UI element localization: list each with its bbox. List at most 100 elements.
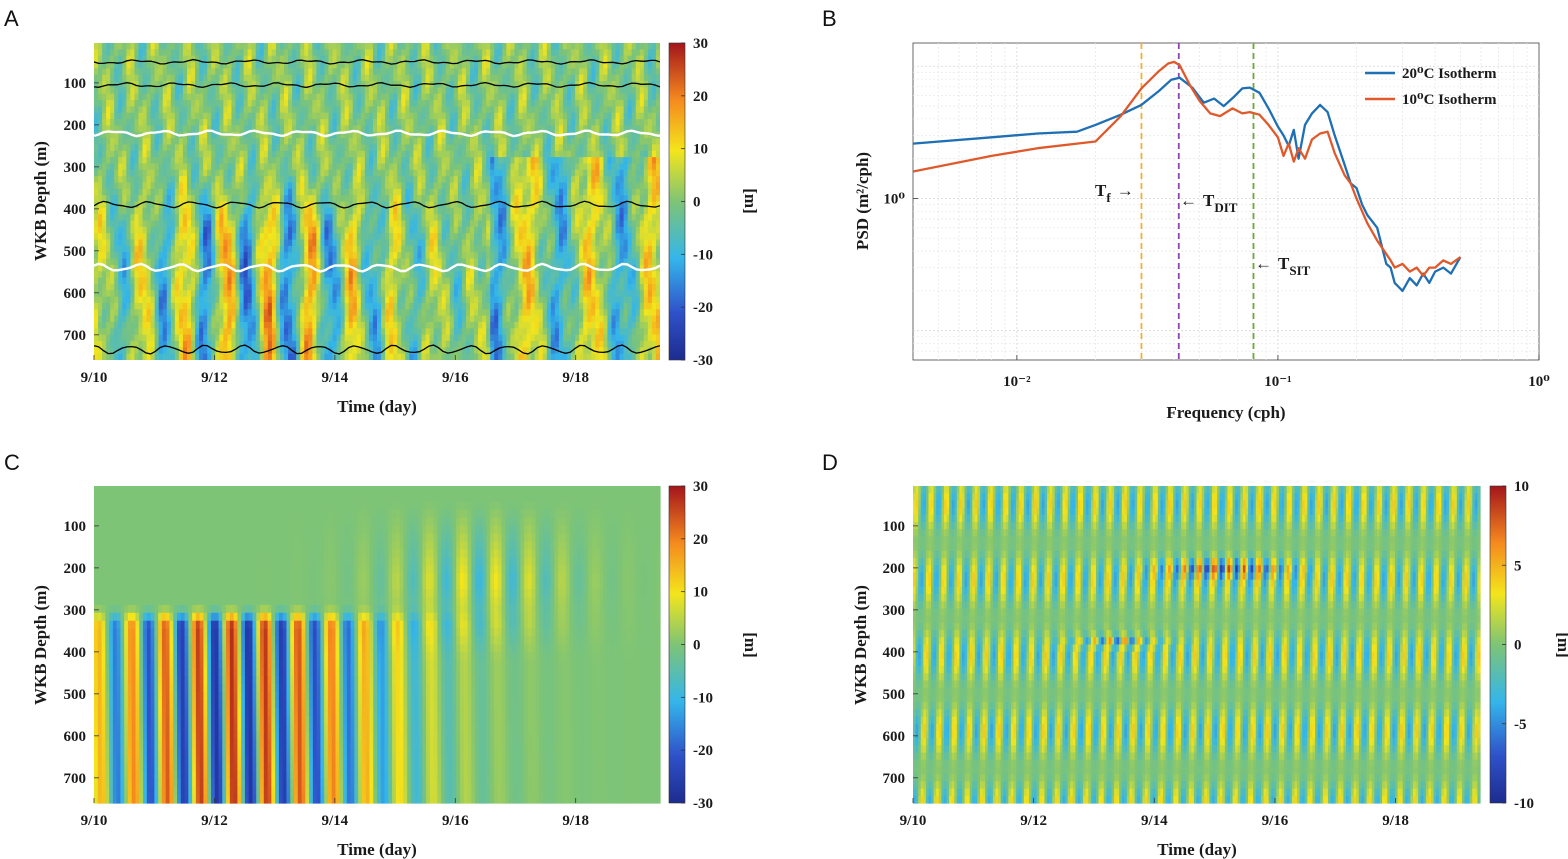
heatmap-cell: [551, 113, 556, 120]
heatmap-cell: [539, 49, 544, 56]
heatmap-cell: [122, 62, 127, 69]
heatmap-cell: [434, 100, 439, 107]
heatmap-cell: [421, 56, 426, 63]
heatmap-cell: [426, 106, 431, 113]
heatmap-cell: [510, 43, 515, 50]
heatmap-cell: [591, 49, 596, 56]
heatmap-cell: [640, 49, 645, 56]
heatmap-cell: [163, 43, 168, 50]
heatmap-cell: [470, 87, 475, 94]
heatmap-cell: [231, 106, 236, 113]
heatmap-cell: [527, 87, 532, 94]
heatmap-cell: [94, 94, 99, 101]
heatmap-cell: [134, 87, 139, 94]
heatmap-cell: [353, 68, 358, 75]
heatmap-cell: [361, 100, 366, 107]
heatmap-cell: [628, 106, 633, 113]
heatmap-cell: [519, 87, 524, 94]
heatmap-cell: [280, 49, 285, 56]
heatmap-cell: [611, 43, 616, 50]
heatmap-cell: [248, 100, 253, 107]
heatmap-cell: [292, 75, 297, 82]
heatmap-cell: [207, 68, 212, 75]
heatmap-cell: [207, 113, 212, 120]
heatmap-cell: [652, 49, 657, 56]
heatmap-cell: [442, 100, 447, 107]
heatmap-cell: [563, 106, 568, 113]
heatmap-cell: [308, 106, 313, 113]
heatmap-cell: [506, 106, 511, 113]
heatmap-cell: [575, 49, 580, 56]
heatmap-cell: [458, 100, 463, 107]
panel-label-b: B: [822, 6, 837, 31]
heatmap-cell: [632, 106, 637, 113]
heatmap-cell: [482, 43, 487, 50]
heatmap-cell: [361, 81, 366, 88]
heatmap-cell: [175, 100, 180, 107]
heatmap-cell: [377, 62, 382, 69]
heatmap-cell: [211, 43, 216, 50]
heatmap-cell: [349, 87, 354, 94]
heatmap-cell: [211, 113, 216, 120]
heatmap-cell: [183, 75, 188, 82]
heatmap-cell: [353, 49, 358, 56]
heatmap-cell: [450, 68, 455, 75]
heatmap-cell: [244, 87, 249, 94]
heatmap-cell: [256, 68, 261, 75]
heatmap-cell: [211, 68, 216, 75]
heatmap-cell: [248, 43, 253, 50]
heatmap-cell: [98, 87, 103, 94]
heatmap-cell: [98, 75, 103, 82]
heatmap-cell: [551, 100, 556, 107]
heatmap-cell: [462, 113, 467, 120]
heatmap-cell: [458, 75, 463, 82]
heatmap-cell: [531, 56, 536, 63]
heatmap-cell: [276, 81, 281, 88]
heatmap-cell: [527, 75, 532, 82]
heatmap-cell: [341, 106, 346, 113]
heatmap-cell: [353, 43, 358, 50]
heatmap-cell: [486, 75, 491, 82]
heatmap-cell: [296, 56, 301, 63]
heatmap-cell: [636, 75, 641, 82]
heatmap-cell: [215, 106, 220, 113]
heatmap-cell: [219, 49, 224, 56]
heatmap-cell: [587, 94, 592, 101]
heatmap-cell: [616, 100, 621, 107]
heatmap-cell: [397, 68, 402, 75]
heatmap-cell: [535, 75, 540, 82]
heatmap-cell: [369, 113, 374, 120]
heatmap-cell: [498, 68, 503, 75]
heatmap-cell: [438, 43, 443, 50]
heatmap-cell: [656, 106, 661, 113]
heatmap-cell: [632, 81, 637, 88]
heatmap-cell: [328, 68, 333, 75]
heatmap-cell: [373, 49, 378, 56]
heatmap-cell: [231, 100, 236, 107]
heatmap-cell: [531, 43, 536, 50]
heatmap-cell: [539, 87, 544, 94]
heatmap-cell: [389, 113, 394, 120]
heatmap-cell: [474, 49, 479, 56]
heatmap-cell: [620, 56, 625, 63]
heatmap-cell: [324, 75, 329, 82]
heatmap-cell: [636, 49, 641, 56]
heatmap-cell: [203, 106, 208, 113]
heatmap-cell: [547, 106, 552, 113]
heatmap-cell: [345, 87, 350, 94]
heatmap-cell: [628, 94, 633, 101]
heatmap-cell: [94, 100, 99, 107]
heatmap-cell: [272, 56, 277, 63]
heatmap-cell: [571, 94, 576, 101]
heatmap-cell: [523, 94, 528, 101]
heatmap-cell: [163, 106, 168, 113]
heatmap-cell: [466, 68, 471, 75]
heatmap-cell: [102, 94, 107, 101]
heatmap-cell: [328, 100, 333, 107]
heatmap-cell: [567, 68, 572, 75]
heatmap-cell: [571, 62, 576, 69]
heatmap-cell: [211, 75, 216, 82]
heatmap-cell: [632, 113, 637, 120]
heatmap-cell: [506, 87, 511, 94]
heatmap-cell: [304, 75, 309, 82]
